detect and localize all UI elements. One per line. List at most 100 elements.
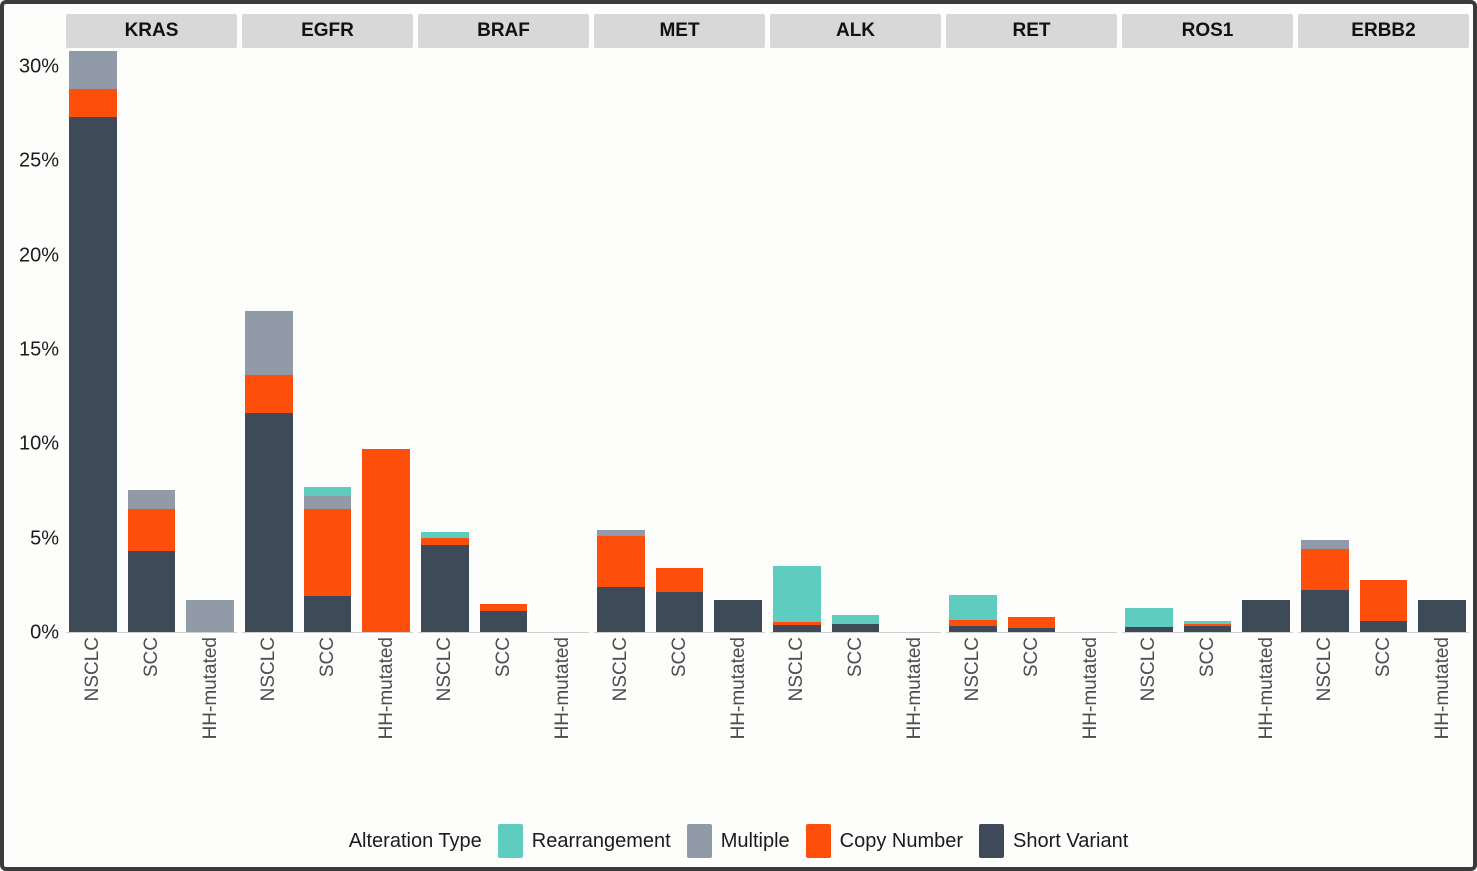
y-axis: 0% 5% 10% 15% 20% 25% 30% <box>4 48 61 643</box>
bar-ros1-scc <box>1183 620 1232 632</box>
bar-egfr-hh-mutated <box>362 448 410 632</box>
segment-short-variant <box>303 596 352 632</box>
bar-erbb2-hh-mutated <box>1418 599 1466 632</box>
segment-multiple <box>186 599 234 632</box>
segment-multiple <box>1301 539 1349 549</box>
segment-rearrangement <box>303 486 352 497</box>
facet-erbb2: ERBB2 <box>1298 14 1469 633</box>
segment-rearrangement <box>1183 620 1232 624</box>
legend-swatch-copy-number <box>805 824 831 858</box>
segment-copy-number <box>949 619 997 627</box>
segment-copy-number <box>773 621 821 626</box>
y-tick-label: 0% <box>30 621 59 644</box>
x-label-group-kras: NSCLC SCC HH-mutated <box>66 637 237 787</box>
facet-egfr: EGFR <box>242 14 413 633</box>
bar-group <box>594 48 765 632</box>
facet-kras: KRAS <box>66 14 237 633</box>
facet-panel-kras <box>66 48 237 633</box>
x-tick-label: HH-mutated <box>375 637 397 740</box>
segment-copy-number <box>1301 548 1349 591</box>
segment-short-variant <box>1301 590 1349 632</box>
x-tick-hh-mutated: HH-mutated <box>538 637 586 787</box>
segment-multiple <box>127 490 176 510</box>
bar-braf-scc <box>479 603 528 632</box>
legend-title: Alteration Type <box>348 829 482 852</box>
facet-header-ros1: ROS1 <box>1122 14 1293 48</box>
x-tick-label: SCC <box>1021 637 1042 678</box>
x-tick-label: HH-mutated <box>1431 637 1453 740</box>
x-tick-scc: SCC <box>832 637 880 787</box>
facet-panel-ret <box>946 48 1117 633</box>
faceted-stacked-bar-chart: 0% 5% 10% 15% 20% 25% 30% KRAS EGFR BRAF MET ALK RE… <box>4 4 1473 867</box>
segment-short-variant <box>714 599 762 632</box>
x-tick-label: HH-mutated <box>1079 637 1101 740</box>
segment-short-variant <box>1007 628 1056 632</box>
segment-short-variant <box>1183 626 1232 632</box>
x-tick-label: NSCLC <box>1314 637 1336 702</box>
bar-erbb2-nsclc <box>1301 539 1349 632</box>
x-tick-label: HH-mutated <box>199 637 221 740</box>
bar-braf-nsclc <box>421 532 469 632</box>
segment-short-variant <box>421 545 469 632</box>
segment-short-variant <box>1418 599 1466 632</box>
facet-header-erbb2: ERBB2 <box>1298 14 1469 48</box>
bar-kras-scc <box>127 490 176 632</box>
segment-short-variant <box>245 413 293 632</box>
segment-short-variant <box>773 625 821 632</box>
x-tick-nsclc: NSCLC <box>597 637 645 787</box>
x-tick-hh-mutated: HH-mutated <box>1418 637 1466 787</box>
x-axis-labels: NSCLC SCC HH-mutated NSCLC SCC HH-mutated NSCL… <box>66 637 1469 787</box>
bar-group <box>242 48 413 632</box>
facet-met: MET <box>594 14 765 633</box>
x-tick-label: NSCLC <box>434 637 456 702</box>
x-tick-nsclc: NSCLC <box>1125 637 1173 787</box>
segment-copy-number <box>69 88 117 117</box>
facet-header-met: MET <box>594 14 765 48</box>
x-tick-label: HH-mutated <box>551 637 573 740</box>
segment-short-variant <box>1242 599 1290 632</box>
x-tick-nsclc: NSCLC <box>245 637 293 787</box>
x-tick-label: HH-mutated <box>727 637 749 740</box>
y-tick-label: 25% <box>18 149 59 172</box>
facet-panel-erbb2 <box>1298 48 1469 633</box>
x-tick-label: NSCLC <box>258 637 280 702</box>
bar-alk-scc <box>831 615 880 632</box>
facet-header-ret: RET <box>946 14 1117 48</box>
segment-copy-number <box>1007 616 1056 629</box>
facet-header-kras: KRAS <box>66 14 237 48</box>
x-tick-scc: SCC <box>1184 637 1232 787</box>
segment-copy-number <box>362 448 410 632</box>
bar-ros1-nsclc <box>1125 608 1173 632</box>
legend-entry-rearrangement: Rearrangement <box>497 824 671 858</box>
legend: Alteration Type Rearrangement Multiple Cop… <box>4 818 1473 864</box>
segment-rearrangement <box>1125 608 1173 628</box>
segment-copy-number <box>479 603 528 612</box>
bar-ret-nsclc <box>949 595 997 632</box>
segment-rearrangement <box>421 532 469 538</box>
x-tick-label: HH-mutated <box>903 637 925 740</box>
x-tick-hh-mutated: HH-mutated <box>890 637 938 787</box>
bar-group <box>66 48 237 632</box>
facet-header-alk: ALK <box>770 14 941 48</box>
x-tick-label: SCC <box>845 637 866 678</box>
bar-ret-scc <box>1007 616 1056 632</box>
x-tick-scc: SCC <box>1008 637 1056 787</box>
facet-braf: BRAF <box>418 14 589 633</box>
x-tick-label: SCC <box>669 637 690 678</box>
segment-rearrangement <box>949 595 997 620</box>
bar-met-nsclc <box>597 530 645 632</box>
x-label-group-ret: NSCLC SCC HH-mutated <box>946 637 1117 787</box>
segment-rearrangement <box>831 615 880 625</box>
bar-kras-hh-mutated <box>186 599 234 632</box>
legend-swatch-rearrangement <box>497 824 523 858</box>
x-tick-label: HH-mutated <box>1255 637 1277 740</box>
legend-swatch-multiple <box>686 824 712 858</box>
facet-panel-alk <box>770 48 941 633</box>
facet-alk: ALK <box>770 14 941 633</box>
legend-label: Copy Number <box>839 829 964 852</box>
segment-short-variant <box>655 592 704 632</box>
legend-label: Short Variant <box>1013 829 1129 852</box>
segment-copy-number <box>245 375 293 414</box>
x-tick-nsclc: NSCLC <box>949 637 997 787</box>
facet-panel-ros1 <box>1122 48 1293 633</box>
